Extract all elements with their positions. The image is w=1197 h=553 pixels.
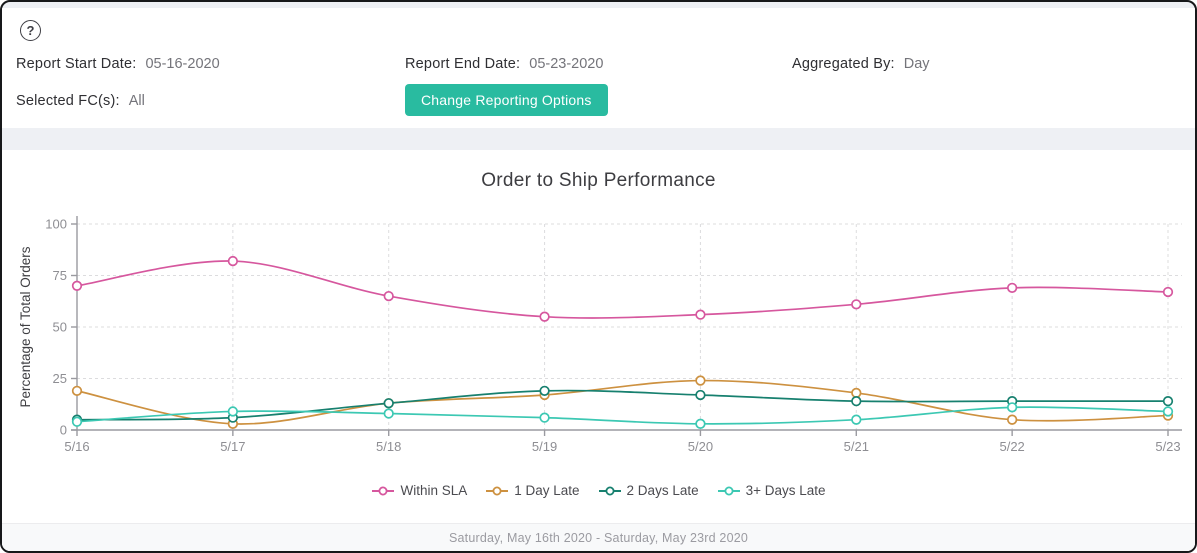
series-line-1-day-late (76, 379, 1169, 425)
data-point-2-days-late (539, 385, 550, 397)
data-point-within-sla (539, 311, 550, 322)
y-tick-label: 50 (53, 320, 67, 335)
data-point-1-day-late (71, 385, 83, 397)
data-point-3-days-late (1162, 406, 1174, 417)
report-options-panel: ? Report Start Date: 05-16-2020 Report En… (2, 8, 1195, 128)
y-tick-label: 100 (45, 217, 67, 232)
data-point-within-sla (1006, 282, 1018, 294)
legend-marker-icon (717, 486, 740, 495)
help-icon[interactable]: ? (20, 20, 41, 41)
report-end-date-field: Report End Date: 05-23-2020 (405, 56, 603, 72)
data-point-within-sla (71, 280, 83, 291)
data-point-1-day-late (851, 387, 862, 399)
legend-label: 1 Day Late (514, 483, 580, 498)
data-point-2-days-late (1162, 396, 1174, 407)
data-point-2-days-late (383, 398, 394, 409)
change-reporting-options-button[interactable]: Change Reporting Options (405, 84, 608, 116)
legend-label: Within SLA (400, 483, 468, 498)
data-point-2-days-late (851, 396, 862, 407)
legend-label: 3+ Days Late (745, 483, 826, 498)
report-start-date-field: Report Start Date: 05-16-2020 (16, 56, 220, 72)
data-point-within-sla (695, 309, 706, 320)
x-tick-label: 5/19 (532, 439, 557, 454)
data-point-within-sla (383, 290, 394, 302)
legend-item-2-days-late: 2 Days Late (598, 483, 699, 498)
y-tick-label: 75 (53, 268, 67, 283)
data-point-3-days-late (695, 418, 706, 429)
legend-marker-icon (486, 486, 509, 495)
series-line-2-days-late (76, 389, 1168, 421)
data-point-3-days-late (383, 408, 394, 419)
x-tick-label: 5/18 (376, 439, 401, 454)
aggregated-by-value: Day (903, 56, 930, 72)
x-tick-label: 5/20 (688, 439, 713, 454)
data-point-3-days-late (539, 412, 550, 423)
data-point-within-sla (1162, 286, 1174, 298)
x-tick-label: 5/21 (844, 439, 869, 454)
data-point-3-days-late (1006, 402, 1018, 413)
legend-item-1-day-late: 1 Day Late (485, 483, 580, 498)
chart-title: Order to Ship Performance (481, 170, 716, 191)
y-axis-title: Percentage of Total Orders (18, 246, 33, 407)
series-line-3-days-late (76, 406, 1169, 425)
x-tick-label: 5/23 (1155, 439, 1180, 454)
y-tick-label: 0 (60, 423, 67, 438)
x-tick-label: 5/22 (999, 439, 1024, 454)
series-line-within-sla (76, 260, 1169, 319)
legend-item-3-days-late: 3+ Days Late (717, 483, 826, 498)
x-tick-label: 5/17 (220, 439, 245, 454)
data-point-1-day-late (1006, 414, 1018, 425)
legend-marker-icon (372, 486, 395, 495)
y-tick-label: 25 (53, 371, 67, 386)
data-point-3-days-late (71, 416, 83, 427)
legend-label: 2 Days Late (626, 483, 699, 498)
data-point-1-day-late (695, 375, 706, 386)
report-start-date-value: 05-16-2020 (145, 56, 220, 72)
data-point-2-days-late (695, 389, 706, 401)
x-tick-label: 5/16 (64, 439, 89, 454)
selected-fcs-value: All (128, 93, 145, 109)
chart-legend: Within SLA 1 Day Late 2 Days Late 3+ Days L… (2, 483, 1195, 498)
data-point-within-sla (851, 299, 862, 310)
report-start-date-label: Report Start Date: (16, 56, 137, 72)
line-chart-canvas: 0 25 50 75 100 5/16 5/17 5/18 5/19 5/20 5/21 5/22 5/… (18, 216, 1182, 454)
legend-item-within-sla: Within SLA (371, 483, 467, 498)
selected-fcs-field: Selected FC(s): All (16, 93, 145, 109)
data-point-within-sla (227, 255, 239, 267)
legend-marker-icon (598, 486, 621, 495)
report-end-date-value: 05-23-2020 (529, 56, 604, 72)
aggregated-by-field: Aggregated By: Day (792, 56, 930, 72)
date-range-footer: Saturday, May 16th 2020 - Saturday, May … (2, 523, 1195, 551)
data-point-3-days-late (227, 406, 239, 417)
report-end-date-label: Report End Date: (405, 56, 521, 72)
selected-fcs-label: Selected FC(s): (16, 93, 120, 109)
aggregated-by-label: Aggregated By: (792, 56, 895, 72)
chart-panel: Order to Ship Performance 0 25 50 75 100 5/16… (2, 150, 1195, 551)
data-point-3-days-late (851, 414, 862, 425)
